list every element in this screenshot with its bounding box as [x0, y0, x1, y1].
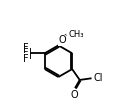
Text: O: O	[70, 90, 78, 100]
Text: F: F	[23, 48, 29, 58]
Text: F: F	[23, 43, 29, 53]
Text: O: O	[58, 36, 65, 46]
Text: F: F	[23, 54, 29, 64]
Text: CH₃: CH₃	[68, 30, 83, 39]
Text: Cl: Cl	[92, 73, 102, 83]
